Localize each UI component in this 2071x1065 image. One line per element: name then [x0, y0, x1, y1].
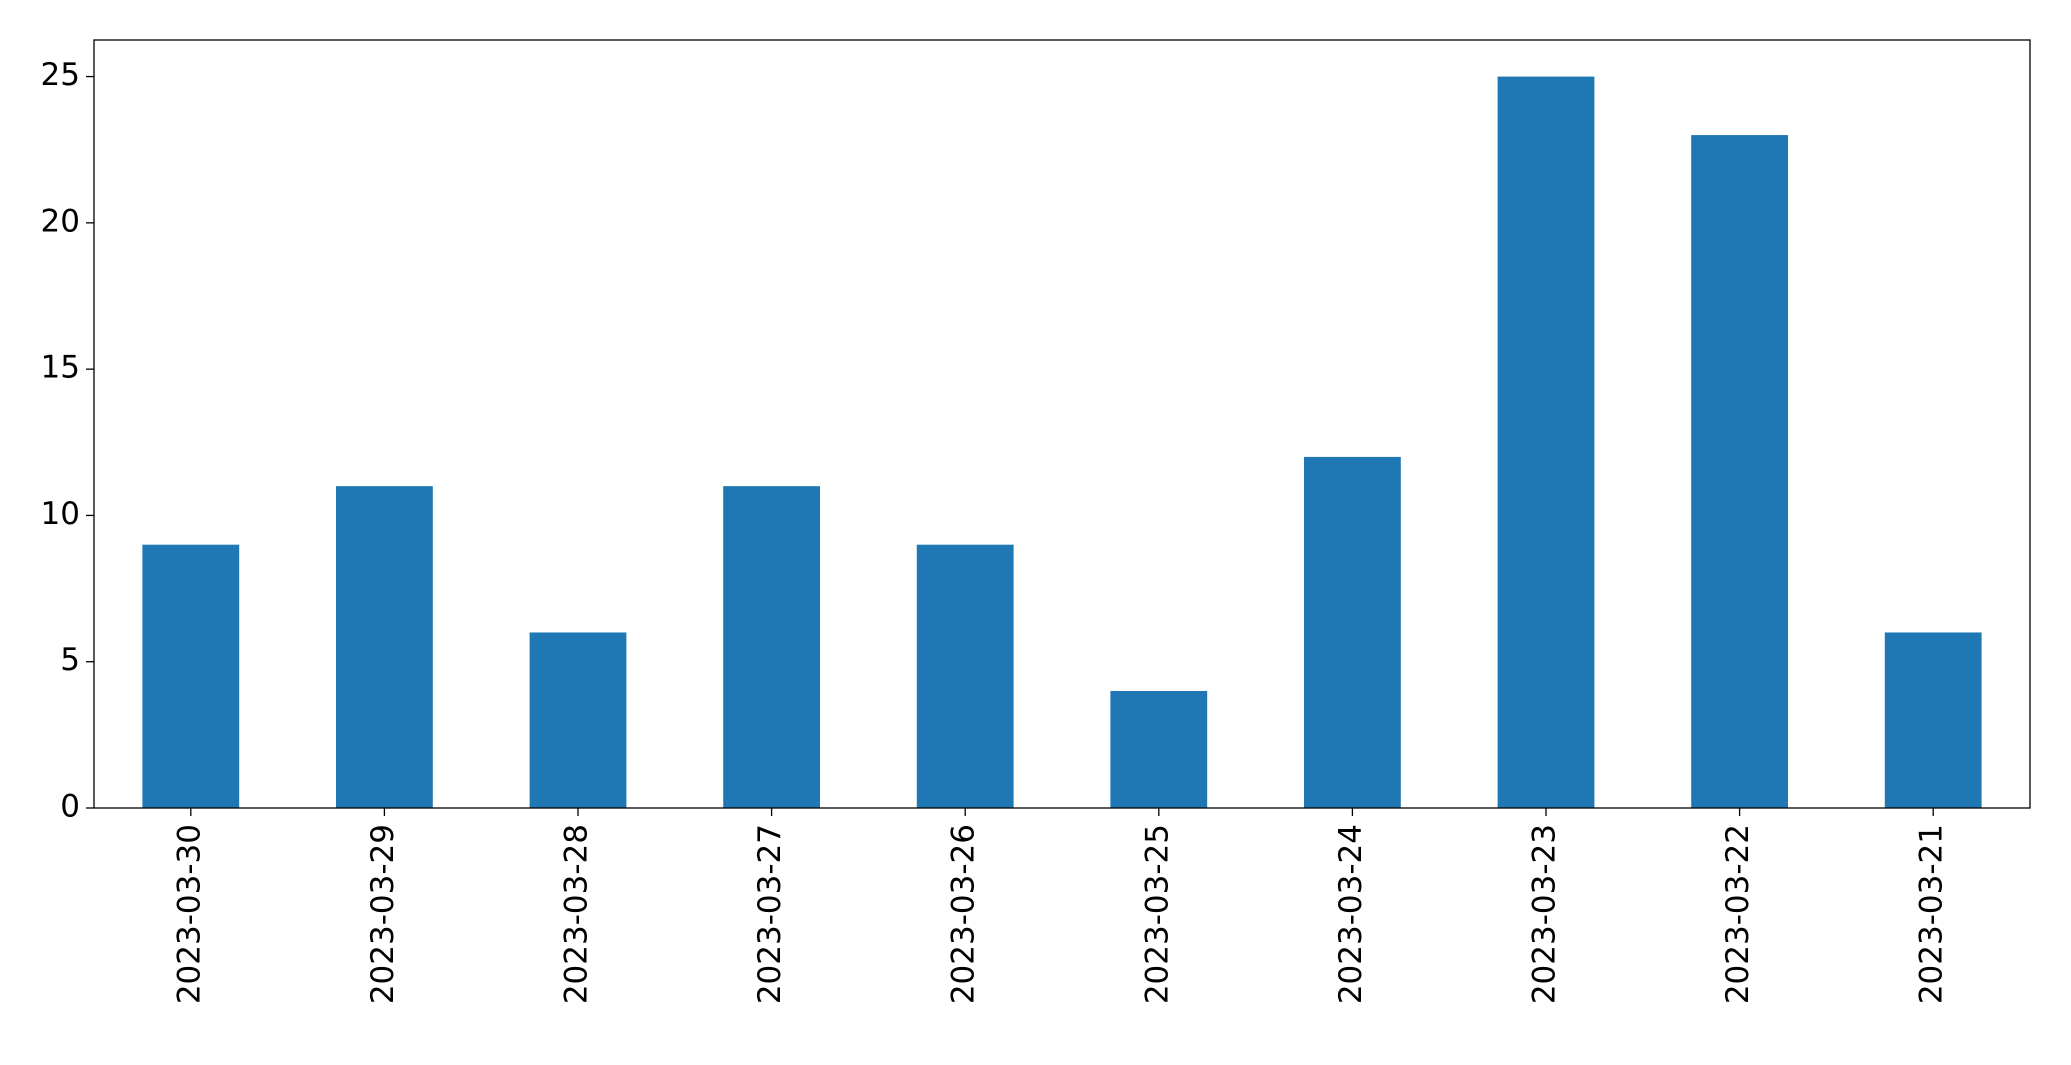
bar [142, 544, 240, 808]
x-tick-label: 2023-03-24 [1333, 824, 1369, 1004]
x-tick-label: 2023-03-22 [1720, 824, 1756, 1004]
x-tick-label: 2023-03-27 [752, 824, 788, 1004]
y-tick-label: 5 [60, 642, 80, 678]
y-tick-label: 25 [41, 57, 80, 93]
x-tick-label: 2023-03-30 [171, 824, 207, 1004]
x-tick-label: 2023-03-26 [946, 824, 982, 1004]
bar [336, 486, 433, 808]
x-tick-label: 2023-03-21 [1914, 824, 1950, 1004]
x-tick-label: 2023-03-29 [365, 824, 401, 1004]
x-tick-label: 2023-03-23 [1527, 824, 1563, 1004]
plot-frame [93, 39, 2031, 809]
y-tick-label: 10 [41, 496, 80, 532]
bar [529, 632, 627, 808]
y-tick-label: 15 [41, 350, 80, 386]
bar [1884, 632, 1982, 808]
bar [916, 544, 1014, 808]
bar [1691, 135, 1788, 809]
bar [1497, 76, 1595, 809]
y-tick-label: 20 [41, 203, 80, 239]
y-tick-label: 0 [60, 789, 80, 825]
bar [723, 486, 820, 808]
x-tick-label: 2023-03-25 [1139, 824, 1175, 1004]
bar [1304, 456, 1401, 808]
bar [1110, 690, 1208, 808]
x-tick-label: 2023-03-28 [559, 824, 595, 1004]
